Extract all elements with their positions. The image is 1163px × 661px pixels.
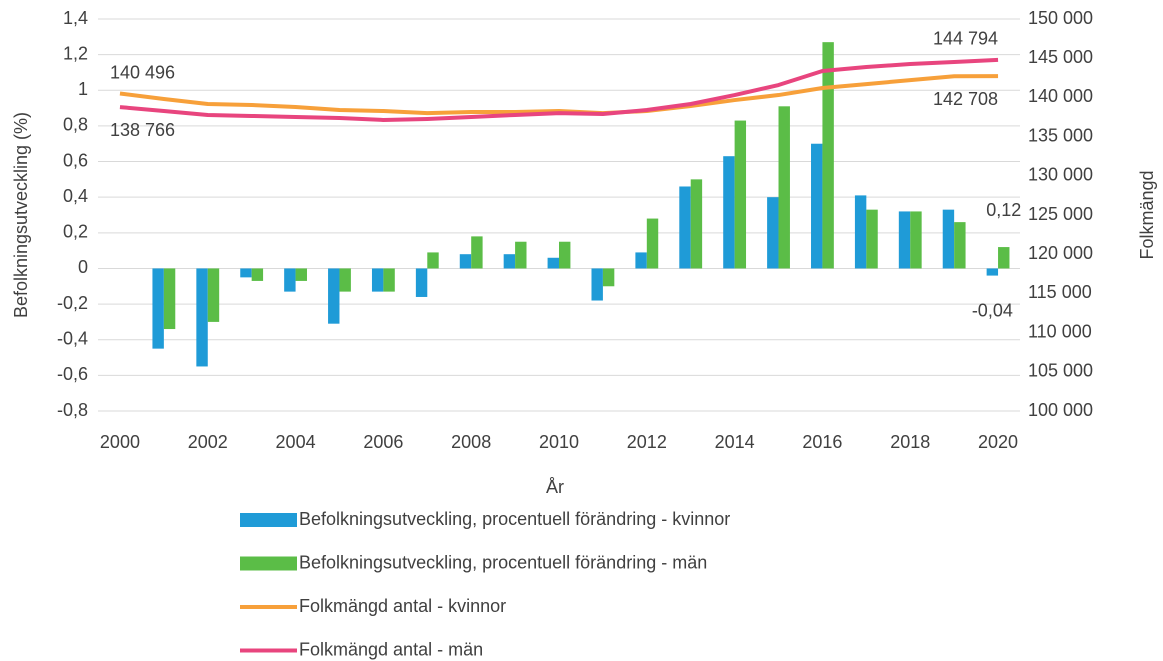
- legend-swatch: [240, 513, 297, 527]
- y-tick-label: -0,8: [57, 400, 88, 420]
- bar: [383, 268, 395, 292]
- bar: [163, 268, 176, 330]
- data-label: 140 496: [110, 62, 175, 82]
- bar: [898, 211, 911, 269]
- x-tick-label: 2014: [715, 432, 755, 452]
- bar: [459, 254, 472, 269]
- x-tick-label: 2008: [451, 432, 491, 452]
- x-tick-label: 2006: [363, 432, 403, 452]
- bar: [998, 247, 1010, 269]
- bar: [339, 268, 351, 292]
- bar: [690, 179, 703, 269]
- bar: [471, 236, 483, 269]
- y2-tick-label: 100 000: [1028, 400, 1093, 420]
- y-tick-label: 0,2: [63, 222, 88, 242]
- bar: [602, 268, 615, 287]
- y-tick-label: 0,4: [63, 186, 88, 206]
- bar: [152, 268, 164, 349]
- y-tick-label: 0,8: [63, 115, 88, 135]
- y2-tick-label: 140 000: [1028, 86, 1093, 106]
- bar: [547, 257, 559, 269]
- bar: [295, 268, 307, 281]
- x-tick-label: 2018: [890, 432, 930, 452]
- line: [119, 74, 999, 116]
- bar: [679, 186, 691, 269]
- y-tick-label: 0,6: [63, 150, 88, 170]
- legend-label: Befolkningsutveckling, procentuell förän…: [299, 509, 730, 529]
- x-tick-label: 2010: [539, 432, 579, 452]
- y-tick-label: 1,4: [63, 8, 88, 28]
- line: [119, 57, 999, 122]
- bar: [778, 106, 790, 269]
- bar: [910, 211, 922, 269]
- bar: [240, 268, 252, 278]
- bar: [866, 209, 878, 269]
- y2-tick-label: 120 000: [1028, 243, 1093, 263]
- bar: [723, 156, 735, 269]
- bar: [559, 241, 571, 269]
- y-tick-label: 0: [78, 257, 88, 277]
- legend-swatch: [240, 556, 297, 571]
- bar: [427, 252, 439, 269]
- bar: [515, 241, 527, 269]
- bar: [811, 143, 823, 269]
- bar: [371, 268, 384, 292]
- y2-tick-label: 125 000: [1028, 204, 1093, 224]
- bar: [854, 195, 867, 269]
- bar: [207, 268, 220, 322]
- bar: [591, 268, 603, 301]
- bar: [196, 268, 208, 367]
- x-tick-label: 2000: [100, 432, 140, 452]
- bar: [942, 209, 955, 269]
- y-tick-label: -0,2: [57, 293, 88, 313]
- y-tick-label: 1,2: [63, 43, 88, 63]
- data-label: 138 766: [110, 120, 175, 140]
- y-tick-label: -0,6: [57, 364, 88, 384]
- bar: [503, 254, 516, 269]
- bar: [822, 42, 834, 269]
- y-tick-label: 1: [78, 79, 88, 99]
- y-axis-title: Befolkningsutveckling (%): [11, 112, 31, 318]
- bar: [646, 218, 659, 269]
- x-tick-label: 2004: [276, 432, 316, 452]
- bar: [251, 268, 264, 281]
- y2-axis-title: Folkmängd: [1137, 170, 1157, 259]
- x-tick-label: 2012: [627, 432, 667, 452]
- x-tick-label: 2020: [978, 432, 1018, 452]
- y2-tick-label: 105 000: [1028, 361, 1093, 381]
- bar: [954, 222, 966, 269]
- bar: [767, 197, 779, 269]
- legend-label: Folkmängd antal - män: [299, 639, 483, 659]
- bar: [986, 268, 999, 276]
- y2-tick-label: 135 000: [1028, 125, 1093, 145]
- y2-tick-label: 115 000: [1028, 282, 1092, 302]
- legend-label: Befolkningsutveckling, procentuell förän…: [299, 552, 707, 572]
- data-label: 142 708: [933, 89, 998, 109]
- y-tick-label: -0,4: [57, 328, 88, 348]
- y2-tick-label: 150 000: [1028, 8, 1093, 28]
- bar: [284, 268, 296, 292]
- y2-tick-label: 145 000: [1028, 47, 1093, 67]
- data-label: -0,04: [972, 300, 1013, 320]
- x-tick-label: 2016: [802, 432, 842, 452]
- x-tick-label: 2002: [188, 432, 228, 452]
- bar: [415, 268, 428, 297]
- legend-label: Folkmängd antal - kvinnor: [299, 596, 506, 616]
- bar: [734, 120, 747, 269]
- bar: [328, 268, 340, 324]
- y2-tick-label: 130 000: [1028, 165, 1093, 185]
- data-label: 144 794: [933, 29, 998, 49]
- bar: [635, 252, 647, 269]
- x-axis-title: År: [546, 477, 564, 497]
- y2-tick-label: 110 000: [1028, 321, 1092, 341]
- data-label: 0,12: [986, 200, 1021, 220]
